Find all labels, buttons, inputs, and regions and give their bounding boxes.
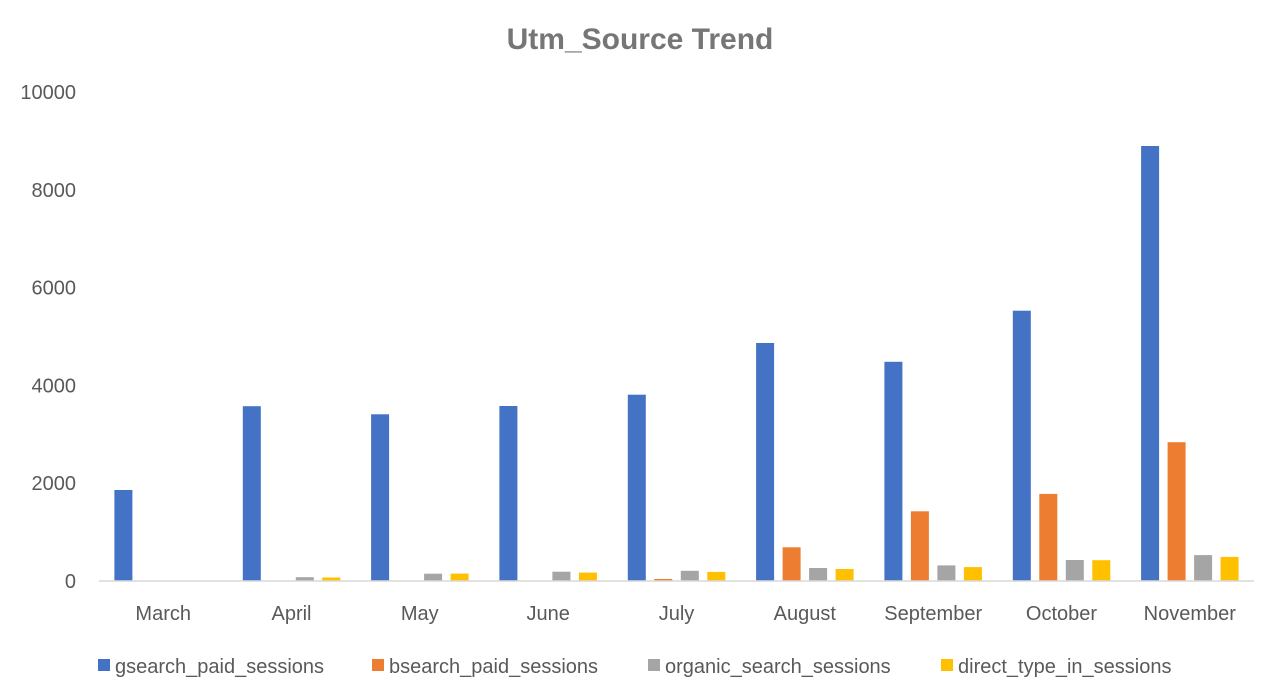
bar-direct-type-in-sessions-september [963,567,982,581]
y-tick-label: 8000 [32,180,77,202]
bar-direct-type-in-sessions-november [1220,556,1239,581]
bar-organic-search-sessions-july [680,570,699,581]
x-tick-label: March [135,603,191,625]
y-axis: 0 2000 4000 6000 8000 10000 [20,82,76,593]
y-tick-label: 2000 [32,473,77,495]
bar-gsearch-paid-sessions-april [242,406,261,581]
x-tick-label: July [659,603,695,625]
bar-bsearch-paid-sessions-october [1039,493,1058,581]
legend-label: direct_type_in_sessions [958,656,1171,678]
bar-organic-search-sessions-november [1194,555,1213,581]
bar-bsearch-paid-sessions-november [1167,442,1186,581]
bar-organic-search-sessions-august [809,568,828,581]
bar-gsearch-paid-sessions-march [114,490,133,581]
bar-organic-search-sessions-september [937,565,956,581]
legend-swatch [648,659,660,671]
x-tick-label: June [527,603,570,625]
bar-organic-search-sessions-april [295,577,314,581]
y-tick-label: 6000 [32,278,77,300]
bar-direct-type-in-sessions-august [835,569,854,581]
y-tick-label: 0 [65,571,76,593]
bar-organic-search-sessions-may [424,573,443,581]
bar-organic-search-sessions-october [1065,560,1084,581]
legend-label: gsearch_paid_sessions [115,656,324,678]
bar-organic-search-sessions-june [552,571,571,581]
x-tick-label: April [271,603,311,625]
bar-direct-type-in-sessions-april [322,577,341,581]
bar-gsearch-paid-sessions-may [371,414,390,581]
x-tick-label: September [884,603,982,625]
bar-gsearch-paid-sessions-october [1012,310,1031,581]
bar-gsearch-paid-sessions-july [627,394,646,581]
legend-swatch [98,659,110,671]
bar-direct-type-in-sessions-may [450,573,469,581]
bar-bsearch-paid-sessions-august [782,547,801,581]
bar-direct-type-in-sessions-october [1092,560,1111,581]
legend: gsearch_paid_sessions bsearch_paid_sessio… [98,656,1171,678]
x-tick-label: November [1144,603,1237,625]
x-axis: March April May June July August September Octo… [135,603,1236,625]
bar-direct-type-in-sessions-june [578,572,597,581]
x-tick-label: August [774,603,837,625]
legend-label: organic_search_sessions [665,656,891,678]
bar-gsearch-paid-sessions-september [884,361,903,581]
x-tick-label: October [1026,603,1097,625]
bar-bsearch-paid-sessions-july [654,579,673,581]
legend-swatch [372,659,384,671]
bar-gsearch-paid-sessions-august [756,343,775,581]
chart-title: Utm_Source Trend [507,23,774,56]
legend-swatch [941,659,953,671]
bar-direct-type-in-sessions-july [707,571,726,581]
y-tick-label: 10000 [20,82,76,104]
bar-gsearch-paid-sessions-june [499,406,518,581]
bar-gsearch-paid-sessions-november [1141,146,1160,581]
bar-series-group [114,146,1239,581]
y-tick-label: 4000 [32,375,77,397]
bar-bsearch-paid-sessions-september [910,511,929,581]
legend-label: bsearch_paid_sessions [389,656,598,678]
x-tick-label: May [401,603,439,625]
